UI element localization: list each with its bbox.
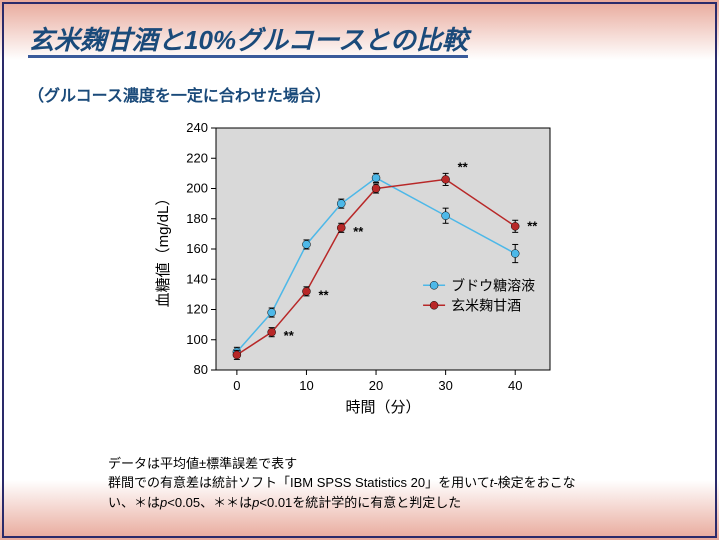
slide-title: 玄米麹甘酒と10%グルコースとの比較 xyxy=(28,20,468,57)
svg-text:0: 0 xyxy=(233,378,240,393)
chart-svg: 80 100 120 140 160 180 200 220 240 0 10 20 30 40 時間（分）… xyxy=(148,118,568,418)
svg-text:**: ** xyxy=(318,287,329,302)
svg-text:**: ** xyxy=(527,218,538,233)
svg-text:時間（分）: 時間（分） xyxy=(345,399,420,416)
svg-text:140: 140 xyxy=(186,271,208,286)
svg-text:ブドウ糖溶液: ブドウ糖溶液 xyxy=(451,277,535,293)
svg-text:180: 180 xyxy=(186,211,208,226)
svg-text:240: 240 xyxy=(186,120,208,135)
svg-text:20: 20 xyxy=(369,378,383,393)
svg-text:10: 10 xyxy=(299,378,313,393)
svg-text:220: 220 xyxy=(186,150,208,165)
svg-text:**: ** xyxy=(353,224,364,239)
svg-text:玄米麹甘酒: 玄米麹甘酒 xyxy=(451,297,521,313)
footnote-line1: データは平均値±標準誤差で表す xyxy=(108,454,679,474)
svg-text:160: 160 xyxy=(186,241,208,256)
svg-text:120: 120 xyxy=(186,302,208,317)
slide-subtitle: （グルコース濃度を一定に合わせた場合） xyxy=(28,82,331,106)
slide: 玄米麹甘酒と10%グルコースとの比較 （グルコース濃度を一定に合わせた場合） 8… xyxy=(0,0,719,540)
footnote: データは平均値±標準誤差で表す 群間での有意差は統計ソフト「IBM SPSS S… xyxy=(108,454,679,513)
svg-text:30: 30 xyxy=(438,378,452,393)
svg-text:80: 80 xyxy=(194,362,208,377)
svg-text:血糖値（mg/dL）: 血糖値（mg/dL） xyxy=(155,191,172,308)
chart-container: 80 100 120 140 160 180 200 220 240 0 10 20 30 40 時間（分）… xyxy=(148,118,568,418)
footnote-line2: 群間での有意差は統計ソフト「IBM SPSS Statistics 20」を用い… xyxy=(108,473,679,493)
svg-text:40: 40 xyxy=(508,378,522,393)
footnote-line3: い、＊はp<0.05、＊＊はp<0.01を統計学的に有意と判定した xyxy=(108,493,679,513)
svg-text:**: ** xyxy=(458,159,469,174)
svg-text:**: ** xyxy=(284,328,295,343)
svg-text:100: 100 xyxy=(186,332,208,347)
svg-text:200: 200 xyxy=(186,181,208,196)
